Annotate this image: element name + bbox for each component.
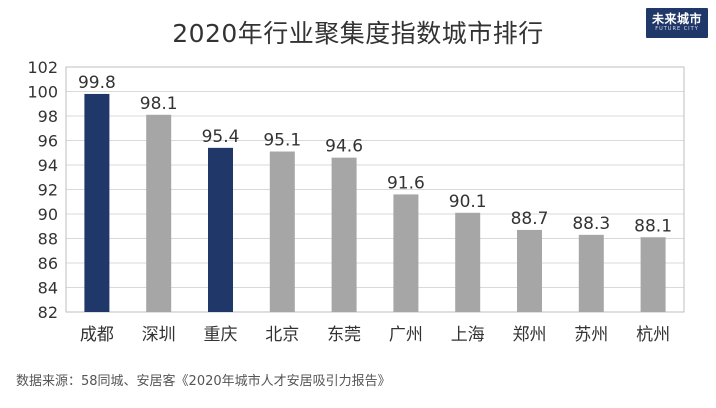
logo-text: 未来城市	[651, 12, 702, 26]
y-tick-label: 100	[27, 83, 58, 102]
x-tick-label: 杭州	[636, 325, 670, 345]
y-tick-label: 94	[38, 156, 58, 175]
bar	[578, 234, 604, 312]
bar-value-label: 99.8	[78, 73, 116, 93]
y-tick-label: 82	[38, 303, 58, 322]
x-tick-label: 成都	[80, 325, 114, 345]
x-tick-label: 深圳	[142, 325, 176, 345]
logo-subtext: FUTURE CITY	[655, 26, 699, 32]
bar	[331, 157, 357, 312]
x-tick-label: 郑州	[513, 325, 547, 345]
bar	[84, 93, 110, 312]
bar-value-label: 98.1	[140, 94, 178, 114]
bar	[455, 212, 481, 312]
bar-value-label: 88.3	[572, 214, 610, 234]
bar	[269, 151, 295, 312]
bar-value-label: 95.4	[202, 127, 240, 147]
bar	[146, 114, 172, 313]
bar-value-label: 90.1	[449, 192, 487, 212]
data-source-note: 数据来源：58同城、安居客《2020年城市人才安居吸引力报告》	[16, 374, 391, 389]
bar-value-label: 91.6	[387, 173, 425, 193]
future-city-logo: 未来城市 FUTURE CITY	[646, 8, 708, 38]
y-tick-label: 96	[38, 132, 58, 151]
y-tick-label: 102	[27, 58, 58, 77]
x-tick-label: 重庆	[204, 325, 238, 345]
chart-title: 2020年行业聚集度指数城市排行	[172, 19, 544, 48]
y-tick-label: 88	[38, 230, 58, 249]
bar-value-label: 88.7	[511, 209, 549, 229]
bar-value-label: 95.1	[263, 131, 301, 151]
y-tick-label: 92	[38, 181, 58, 200]
y-tick-label: 84	[38, 279, 58, 298]
y-tick-label: 98	[38, 107, 58, 126]
bar-value-label: 94.6	[325, 137, 363, 157]
bar	[393, 194, 419, 312]
x-tick-label: 东莞	[327, 325, 361, 345]
x-tick-label: 上海	[451, 325, 485, 345]
bar-value-label: 88.1	[634, 216, 672, 236]
bar	[208, 147, 233, 312]
x-tick-label: 北京	[265, 325, 299, 345]
x-tick-label: 广州	[389, 325, 423, 345]
y-tick-label: 90	[38, 205, 58, 224]
x-tick-label: 苏州	[574, 325, 608, 345]
plot-frame	[65, 66, 685, 313]
bar	[517, 229, 542, 312]
bar	[640, 237, 666, 312]
y-tick-label: 86	[38, 254, 58, 273]
